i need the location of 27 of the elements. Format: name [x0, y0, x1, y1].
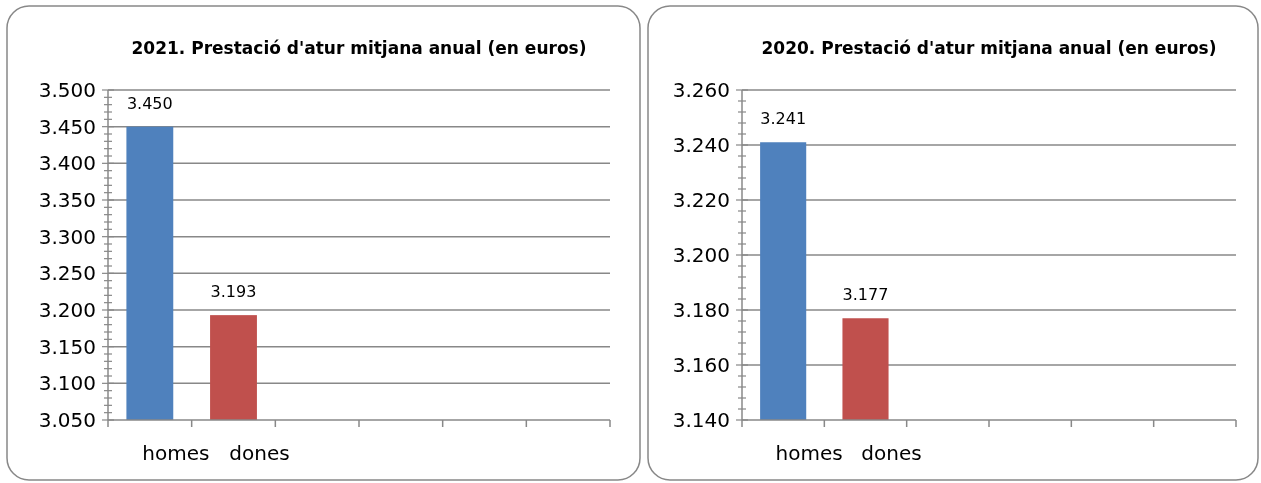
- data-label: 3.241: [760, 109, 807, 129]
- y-tick-label: 3.050: [38, 408, 96, 432]
- y-tick-label: 3.400: [38, 151, 96, 176]
- y-tick-label: 3.300: [38, 224, 96, 249]
- y-tick-label: 3.100: [38, 371, 96, 396]
- x-tick-label: homes: [775, 441, 843, 465]
- y-tick-label: 3.450: [38, 114, 96, 139]
- y-tick-label: 3.500: [38, 78, 96, 102]
- data-label: 3.177: [842, 285, 889, 305]
- x-tick-label: dones: [861, 441, 922, 465]
- y-tick-label: 3.140: [672, 408, 730, 432]
- y-tick-label: 3.180: [672, 298, 730, 322]
- y-tick-label: 3.250: [38, 261, 96, 286]
- chart-title: 2020. Prestació d'atur mitjana anual (en euros): [761, 38, 1217, 58]
- y-tick-label: 3.240: [672, 133, 730, 157]
- y-tick-label: 3.350: [38, 188, 96, 212]
- x-tick-label: homes: [142, 441, 210, 465]
- chart-title: 2021. Prestació d'atur mitjana anual (en euros): [131, 38, 587, 58]
- y-tick-label: 3.220: [672, 188, 730, 212]
- data-label: 3.450: [126, 93, 173, 113]
- x-tick-label: dones: [229, 441, 290, 465]
- y-tick-label: 3.200: [38, 298, 96, 322]
- y-tick-label: 3.150: [38, 334, 96, 359]
- y-tick-label: 3.260: [672, 78, 730, 102]
- y-tick-label: 3.160: [672, 353, 730, 377]
- y-tick-label: 3.200: [672, 243, 730, 267]
- data-label: 3.193: [210, 282, 257, 302]
